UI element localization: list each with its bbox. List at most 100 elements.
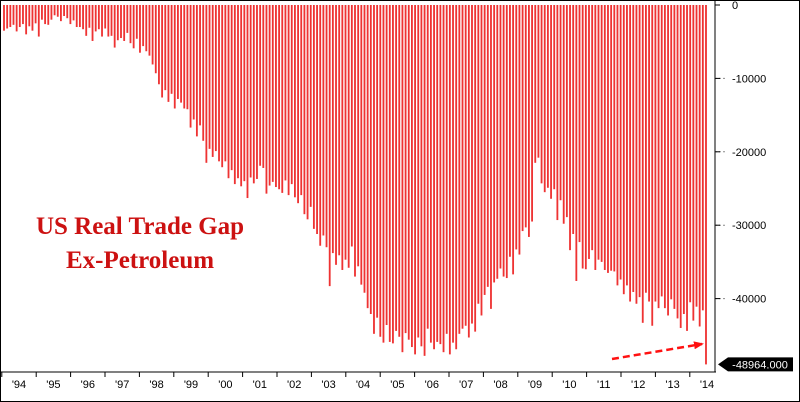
bar (388, 5, 391, 342)
bar (151, 5, 154, 65)
bar (635, 5, 638, 304)
bar (401, 5, 404, 353)
bar (9, 5, 12, 28)
bar (110, 5, 113, 36)
bar (316, 5, 318, 235)
x-tick-label: '12 (631, 379, 645, 391)
x-tick-label: '02 (287, 379, 301, 391)
bar (486, 5, 489, 287)
bar (550, 5, 552, 199)
bar (256, 5, 258, 179)
bar (366, 5, 369, 309)
bar (309, 5, 312, 207)
bar (126, 5, 129, 33)
bar (600, 5, 603, 262)
bar (31, 5, 34, 31)
bar (167, 5, 170, 102)
bar (660, 5, 663, 297)
bar (692, 5, 695, 321)
bar (543, 5, 546, 193)
bar (34, 5, 37, 24)
bar (531, 5, 533, 222)
bar (116, 5, 119, 41)
bar (524, 5, 527, 228)
bar (237, 5, 239, 179)
bar (107, 5, 110, 37)
bar (363, 5, 366, 293)
bar (101, 5, 103, 37)
bar (682, 5, 685, 315)
bar (354, 5, 356, 277)
bar (537, 5, 540, 158)
bar (638, 5, 641, 298)
y-axis: 0 -10000 -20000 -30000 -40000 (714, 0, 766, 372)
bar (445, 5, 448, 334)
last-value-arrow (611, 341, 704, 361)
bar (411, 5, 413, 348)
bar (243, 5, 246, 182)
bar (705, 5, 707, 365)
bar (651, 5, 654, 326)
bar (369, 5, 372, 315)
bar (373, 5, 375, 334)
bar (654, 5, 657, 302)
bar (173, 5, 176, 109)
x-tick-label: '09 (528, 379, 542, 391)
bar (632, 5, 635, 292)
x-tick-label: '14 (700, 379, 714, 391)
bar (154, 5, 157, 74)
bar (331, 5, 334, 254)
bar (281, 5, 284, 193)
bar (319, 5, 322, 246)
chart-title-line-1: US Real Trade Gap (35, 213, 245, 240)
bar (142, 5, 145, 47)
bar (227, 5, 230, 179)
bar (278, 5, 281, 190)
bar (689, 5, 692, 303)
bar (341, 5, 344, 270)
bar (474, 5, 477, 332)
bar (448, 5, 451, 355)
bar (15, 5, 18, 32)
bar (467, 5, 470, 338)
bar (202, 5, 205, 141)
bar (129, 5, 132, 44)
bar (673, 5, 676, 309)
bar (189, 5, 192, 128)
bar (322, 5, 325, 236)
bar (246, 5, 249, 199)
bar (41, 5, 43, 20)
bar (429, 5, 432, 343)
bar (132, 5, 135, 49)
bar (12, 5, 15, 25)
bar (208, 5, 211, 149)
bar (195, 5, 198, 137)
bar (303, 5, 306, 215)
bar (433, 5, 435, 350)
bar (335, 5, 337, 265)
bar (645, 5, 647, 293)
bar (379, 5, 382, 337)
last-value-badge: -48964.000 (718, 357, 793, 372)
bar (230, 5, 233, 171)
bar (597, 5, 600, 260)
bar (407, 5, 410, 340)
bar (186, 5, 189, 110)
bar (268, 5, 271, 186)
bar (439, 5, 442, 345)
bar (287, 5, 290, 196)
last-value-badge-bg (718, 357, 793, 372)
bar (553, 5, 556, 190)
bar (113, 5, 116, 48)
bar (622, 5, 625, 295)
bar (300, 5, 303, 196)
bar (139, 5, 141, 53)
bar (88, 5, 91, 28)
bar (528, 5, 530, 237)
bar (471, 5, 473, 324)
bar (350, 5, 353, 247)
bar (47, 5, 50, 25)
x-tick-label: '07 (459, 379, 473, 391)
bar (663, 5, 666, 309)
